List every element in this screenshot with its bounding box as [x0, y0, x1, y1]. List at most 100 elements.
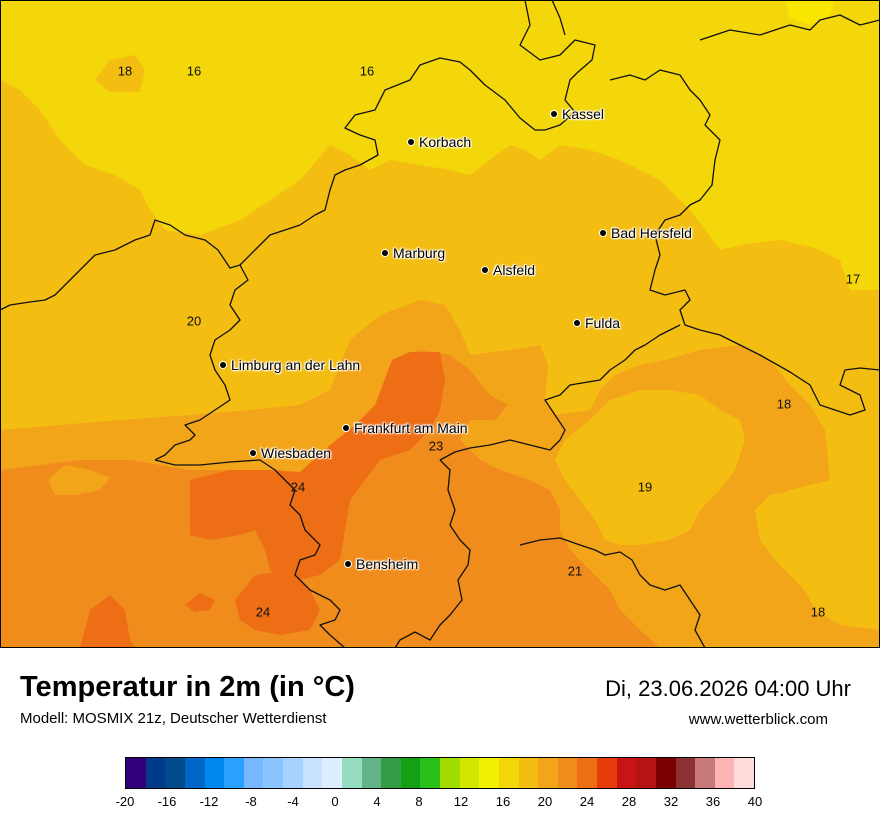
city-marburg: Marburg: [382, 245, 445, 261]
city-marker-icon: [220, 362, 226, 369]
scale-swatch: [714, 758, 735, 788]
scale-swatch: [361, 758, 382, 788]
scale-swatch: [145, 758, 166, 788]
city-kassel: Kassel: [551, 106, 604, 122]
temperature-label: 18: [117, 63, 133, 79]
scale-tick-label: -12: [199, 794, 219, 809]
scale-tick-label: 8: [415, 794, 423, 809]
city-marker-icon: [343, 425, 349, 432]
forecast-datetime: Di, 23.06.2026 04:00 Uhr: [605, 676, 851, 701]
zone-18-20-east: [760, 480, 880, 630]
scale-tick-label: 12: [453, 794, 469, 809]
city-marker-icon: [600, 230, 606, 237]
scale-swatch: [695, 758, 715, 788]
scale-swatch: [557, 758, 578, 788]
city-limburg: Limburg an der Lahn: [220, 357, 360, 373]
city-name: Bensheim: [356, 556, 419, 572]
city-name: Korbach: [419, 134, 472, 150]
scale-tick-label: -20: [115, 794, 135, 809]
scale-tick-label: 0: [331, 794, 339, 809]
scale-tick-label: -8: [245, 794, 257, 809]
scale-tick-label: 40: [747, 794, 763, 809]
scale-swatch: [165, 758, 185, 788]
scale-swatch: [655, 758, 676, 788]
zone-24-26-south: [80, 595, 135, 648]
zone-16-18-east-patch: [835, 233, 850, 248]
scale-swatch: [381, 758, 401, 788]
scale-swatch: [577, 758, 597, 788]
scale-swatch: [341, 758, 362, 788]
city-marker-icon: [382, 250, 388, 257]
scale-swatch: [243, 758, 264, 788]
city-bensheim: Bensheim: [345, 556, 418, 572]
scale-swatch: [479, 758, 499, 788]
temperature-label: 20: [186, 313, 202, 329]
zone-20-22-interior: [555, 390, 745, 545]
scale-tick-label: 16: [495, 794, 511, 809]
zone-24-26-patch: [185, 593, 215, 612]
scale-tick-label: 4: [373, 794, 381, 809]
temperature-map: Kassel Korbach Bad Hersfeld Marburg Alsf…: [0, 0, 880, 649]
scale-tick-label: -4: [287, 794, 299, 809]
city-marker-icon: [551, 111, 557, 118]
city-wiesbaden: Wiesbaden: [250, 445, 331, 461]
scale-tick-label: 20: [537, 794, 553, 809]
zone-24-26: [190, 352, 445, 580]
scale-swatch: [283, 758, 303, 788]
temperature-label: 24: [290, 479, 306, 495]
scale-swatch: [302, 758, 323, 788]
city-bad-hersfeld: Bad Hersfeld: [600, 225, 692, 241]
scale-swatch: [734, 758, 754, 788]
city-name: Marburg: [393, 245, 446, 261]
city-fulda: Fulda: [574, 315, 620, 331]
scale-swatch: [675, 758, 696, 788]
color-scale-ticks: -20 -16 -12 -8 -4 0 4 8 12 16 20 24 28 32 36 40: [116, 794, 763, 814]
color-scale: [125, 757, 755, 789]
zone-18-20-patch: [95, 55, 145, 92]
city-name: Alsfeld: [493, 262, 536, 278]
temperature-label: 19: [637, 479, 653, 495]
city-marker-icon: [408, 139, 414, 146]
temperature-label: 16: [186, 63, 202, 79]
temperature-label: 16: [359, 63, 375, 79]
state-borders: [0, 0, 880, 649]
temperature-label: 23: [428, 438, 444, 454]
city-marker-icon: [482, 267, 488, 274]
scale-swatch: [518, 758, 539, 788]
scale-tick-label: 36: [705, 794, 721, 809]
city-marker-icon: [250, 450, 256, 457]
scale-swatch: [538, 758, 558, 788]
zone-20-22-patch-west: [48, 465, 110, 495]
scale-swatch: [322, 758, 342, 788]
city-name: Wiesbaden: [261, 445, 332, 461]
temperature-label: 18: [776, 396, 792, 412]
city-frankfurt: Frankfurt am Main: [343, 420, 468, 436]
scale-swatch: [616, 758, 637, 788]
scale-swatch: [263, 758, 283, 788]
city-name: Kassel: [562, 106, 605, 122]
scale-swatch: [498, 758, 519, 788]
scale-swatch: [184, 758, 205, 788]
scale-swatch: [597, 758, 617, 788]
scale-swatch: [459, 758, 480, 788]
city-name: Bad Hersfeld: [611, 225, 692, 241]
model-source: Modell: MOSMIX 21z, Deutscher Wetterdien…: [20, 710, 327, 727]
scale-swatch: [440, 758, 460, 788]
city-name: Limburg an der Lahn: [231, 357, 361, 373]
scale-swatch: [420, 758, 440, 788]
city-alsfeld: Alsfeld: [482, 262, 535, 278]
scale-swatch: [204, 758, 225, 788]
scale-tick-label: 24: [579, 794, 595, 809]
scale-swatch: [126, 758, 146, 788]
city-name: Frankfurt am Main: [354, 420, 468, 436]
scale-tick-label: -16: [157, 794, 177, 809]
temperature-label: 17: [845, 271, 861, 287]
scale-swatch: [400, 758, 421, 788]
city-korbach: Korbach: [408, 134, 471, 150]
scale-tick-label: 32: [663, 794, 679, 809]
city-marker-icon: [345, 561, 351, 568]
map-title: Temperatur in 2m (in °C): [20, 671, 355, 703]
website-link[interactable]: www.wetterblick.com: [688, 711, 828, 728]
city-name: Fulda: [585, 315, 621, 331]
temperature-label: 18: [810, 604, 826, 620]
